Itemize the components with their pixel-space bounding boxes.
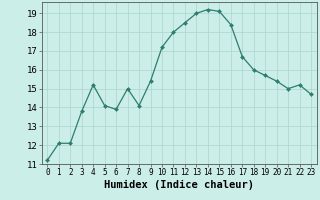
X-axis label: Humidex (Indice chaleur): Humidex (Indice chaleur) bbox=[104, 180, 254, 190]
